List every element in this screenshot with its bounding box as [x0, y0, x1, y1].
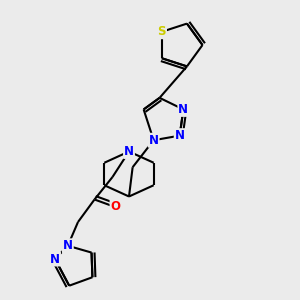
- Text: N: N: [124, 145, 134, 158]
- Text: S: S: [158, 25, 166, 38]
- Text: O: O: [110, 200, 121, 214]
- Text: N: N: [148, 134, 159, 147]
- Text: N: N: [175, 129, 185, 142]
- Text: N: N: [63, 239, 73, 252]
- Text: N: N: [50, 253, 60, 266]
- Text: N: N: [178, 103, 188, 116]
